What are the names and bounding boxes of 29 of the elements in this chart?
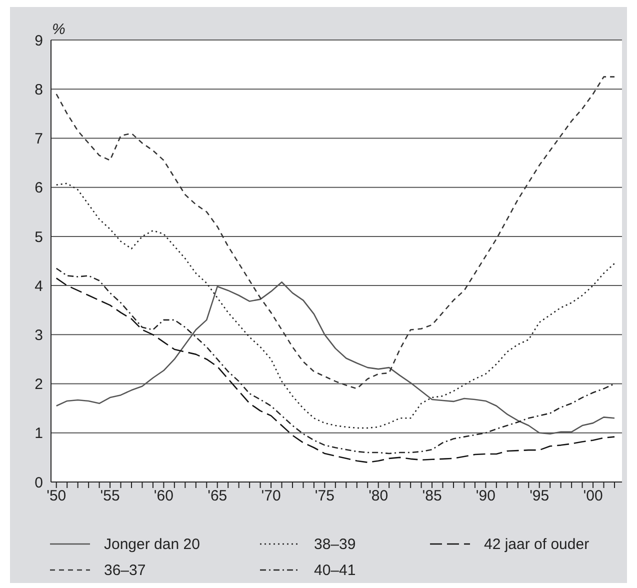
x-tick-label: '70: [261, 488, 281, 505]
legend-label: 40–41: [314, 562, 356, 578]
y-tick-label: 6: [34, 180, 43, 197]
x-tick-label: '95: [530, 488, 550, 505]
x-tick-label: '65: [208, 488, 228, 505]
x-tick-label: '00: [583, 488, 603, 505]
x-tick-label: '85: [422, 488, 442, 505]
legend-label: 42 jaar of ouder: [484, 536, 590, 552]
y-tick-label: 3: [34, 326, 43, 344]
x-tick-label: '75: [314, 488, 334, 505]
x-tick-label: '55: [100, 488, 120, 505]
x-tick-label: '60: [154, 488, 174, 505]
y-tick-label: 4: [34, 278, 43, 295]
y-tick-label: 7: [34, 130, 43, 148]
y-tick-label: 1: [34, 425, 43, 442]
y-tick-label: 2: [34, 376, 43, 394]
legend-label: 38–39: [314, 536, 356, 552]
y-tick-label: 8: [34, 81, 43, 98]
y-tick-label: 0: [34, 474, 43, 492]
y-tick-label: 9: [34, 32, 43, 50]
line-series: [56, 76, 616, 390]
legend-label: Jonger dan 20: [104, 536, 200, 552]
line-series: [56, 182, 616, 429]
y-tick-label: 5: [34, 228, 43, 246]
x-tick-label: '90: [476, 488, 496, 505]
y-axis-title: %: [52, 21, 66, 38]
x-tick-label: '50: [46, 488, 66, 505]
x-tick-label: '80: [368, 488, 388, 505]
legend-label: 36–37: [104, 562, 146, 578]
